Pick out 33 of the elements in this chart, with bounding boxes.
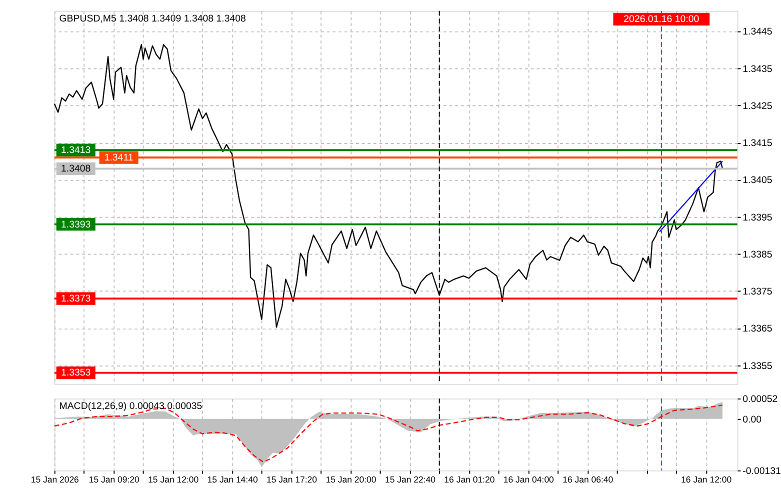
chart-title: MACD(12,26,9) 0.00043 0.00035 — [59, 401, 202, 412]
y-tick-label: 1.3375 — [742, 286, 772, 298]
chart-title: GBPUSD,M5 1.3408 1.3409 1.3408 1.3408 — [59, 14, 246, 25]
ref-line-label: 1.3413 — [61, 145, 91, 156]
ref-line-label: 1.3411 — [104, 152, 134, 164]
x-tick-label: 15 Jan 14:40 — [207, 474, 258, 485]
y-tick-label: -0.00131 — [742, 466, 781, 477]
ref-line-label: 1.3408 — [61, 164, 91, 175]
y-tick-label: 1.3445 — [742, 26, 772, 38]
y-tick-label: 1.3405 — [742, 175, 772, 186]
x-tick-label: 16 Jan 01:20 — [444, 474, 495, 485]
x-tick-label: 15 Jan 2026 — [30, 474, 80, 485]
y-tick-label: 1.3415 — [742, 138, 772, 150]
x-tick-label: 15 Jan 17:20 — [266, 474, 318, 485]
x-tick-label: 16 Jan 12:00 — [681, 474, 732, 485]
ref-line-label: 1.3353 — [61, 368, 91, 379]
x-tick-label: 15 Jan 09:20 — [88, 474, 140, 485]
x-tick-label: 15 Jan 22:40 — [384, 474, 436, 485]
y-tick-label: 1.3355 — [742, 360, 772, 372]
y-tick-label: 1.3365 — [742, 324, 772, 335]
x-tick-label: 16 Jan 06:40 — [562, 474, 614, 485]
x-tick-label: 16 Jan 04:00 — [503, 474, 554, 485]
x-tick-label: 15 Jan 20:00 — [326, 474, 376, 485]
ref-line-label: 2026.01.16 10:00 — [624, 14, 700, 26]
y-tick-label: 1.3425 — [742, 100, 772, 112]
y-tick-label: 0.00052 — [742, 394, 778, 405]
x-tick-label: 15 Jan 12:00 — [148, 474, 199, 485]
ref-line-label: 1.3393 — [61, 219, 91, 230]
y-tick-label: 1.3435 — [742, 64, 772, 75]
y-tick-label: 0.00 — [742, 414, 762, 426]
y-tick-label: 1.3395 — [742, 212, 772, 224]
y-tick-label: 1.3385 — [742, 249, 772, 260]
ref-line-label: 1.3373 — [61, 293, 91, 304]
